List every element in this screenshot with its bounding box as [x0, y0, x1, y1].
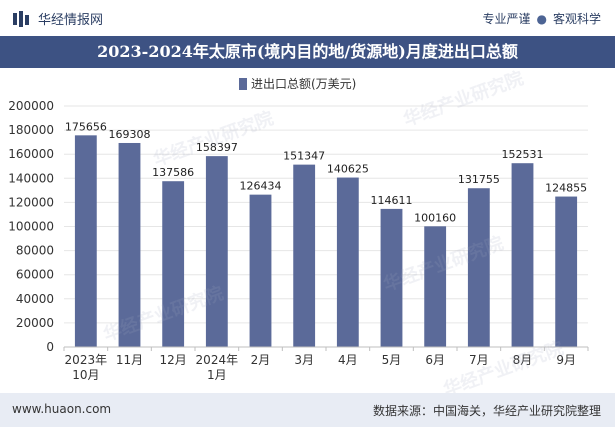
tagline-right: 客观科学: [552, 12, 601, 26]
y-tick-label: 60000: [16, 268, 54, 282]
title-bar: 2023-2024年太原市(境内目的地/货源地)月度进出口总额: [0, 36, 615, 68]
x-axis-ticks: 2023年 10月 11月 12月 2024年 1月 2月 3月 4月 5月 6月 7月 8月 9月: [63, 347, 589, 382]
tagline-separator: ●: [536, 12, 547, 26]
logo-icon: [13, 10, 29, 27]
x-tick-label: 3月: [294, 353, 314, 367]
bar-value-label: 124855: [545, 182, 587, 195]
bar-value-label: 100160: [414, 211, 456, 224]
tagline: 专业严谨 ● 客观科学: [482, 10, 601, 27]
bar: [205, 156, 228, 347]
chart-title: 2023-2024年太原市(境内目的地/货源地)月度进出口总额: [97, 42, 518, 61]
top-bar: 华经情报网 专业严谨 ● 客观科学: [0, 0, 615, 36]
chart-legend: 进出口总额(万美元): [239, 77, 356, 91]
x-tick-label: 2024年 1月: [196, 353, 239, 382]
brand-name: 华经情报网: [38, 13, 104, 28]
bar-value-label: 126434: [240, 180, 282, 193]
legend-swatch: [239, 78, 247, 90]
bar-chart: 进出口总额(万美元) 0 20000 40000 60000 80000 100000 12…: [8, 77, 589, 382]
bar: [118, 142, 141, 347]
legend-label: 进出口总额(万美元): [251, 77, 356, 91]
x-tick-label: 7月: [469, 353, 489, 367]
bar: [74, 135, 97, 347]
bar-value-label: 114611: [371, 194, 413, 207]
y-tick-label: 80000: [16, 244, 54, 258]
footer-source: 数据来源：中国海关，华经产业研究院整理: [372, 404, 601, 418]
y-tick-label: 100000: [8, 220, 54, 234]
bar: [555, 196, 578, 347]
bar: [424, 226, 447, 347]
y-tick-label: 0: [46, 340, 54, 354]
bar-value-label: 137586: [152, 166, 194, 179]
x-tick-label: 4月: [338, 353, 358, 367]
x-tick-label: 11月: [116, 353, 143, 367]
y-tick-label: 120000: [8, 195, 54, 209]
bar-value-label: 140625: [327, 163, 369, 176]
gridlines: [64, 105, 588, 324]
x-tick-label: 6月: [425, 353, 445, 367]
x-tick-label: 8月: [513, 353, 533, 367]
y-axis-ticks: 0 20000 40000 60000 80000 100000 120000 140000 1…: [8, 99, 54, 354]
x-tick-label: 12月: [160, 353, 187, 367]
bar: [467, 188, 490, 347]
brand[interactable]: 华经情报网: [12, 9, 103, 28]
tagline-left: 专业严谨: [482, 12, 531, 26]
bar-value-label: 131755: [458, 173, 500, 186]
bar-value-label: 158397: [196, 141, 238, 154]
bar: [336, 177, 359, 347]
bars: [74, 135, 578, 347]
bar: [380, 208, 403, 347]
y-tick-label: 180000: [8, 123, 54, 137]
bar: [511, 163, 534, 347]
x-tick-label: 2月: [251, 353, 271, 367]
x-tick-label: 5月: [382, 353, 402, 367]
bar: [162, 181, 185, 347]
bar: [293, 164, 316, 347]
bar: [249, 194, 272, 347]
y-tick-label: 20000: [16, 316, 54, 330]
y-tick-label: 200000: [8, 99, 54, 113]
bar-value-label: 169308: [109, 128, 151, 141]
y-tick-label: 40000: [16, 292, 54, 306]
y-tick-label: 160000: [8, 147, 54, 161]
x-tick-label: 2023年 10月: [65, 353, 108, 382]
bar-value-label: 175656: [65, 120, 107, 133]
bar-value-label: 151347: [283, 150, 325, 163]
x-tick-label: 9月: [556, 353, 576, 367]
y-tick-label: 140000: [8, 171, 54, 185]
bar-value-label: 152531: [502, 148, 544, 161]
footer: www.huaon.com 数据来源：中国海关，华经产业研究院整理: [0, 393, 615, 427]
footer-url[interactable]: www.huaon.com: [12, 402, 112, 416]
